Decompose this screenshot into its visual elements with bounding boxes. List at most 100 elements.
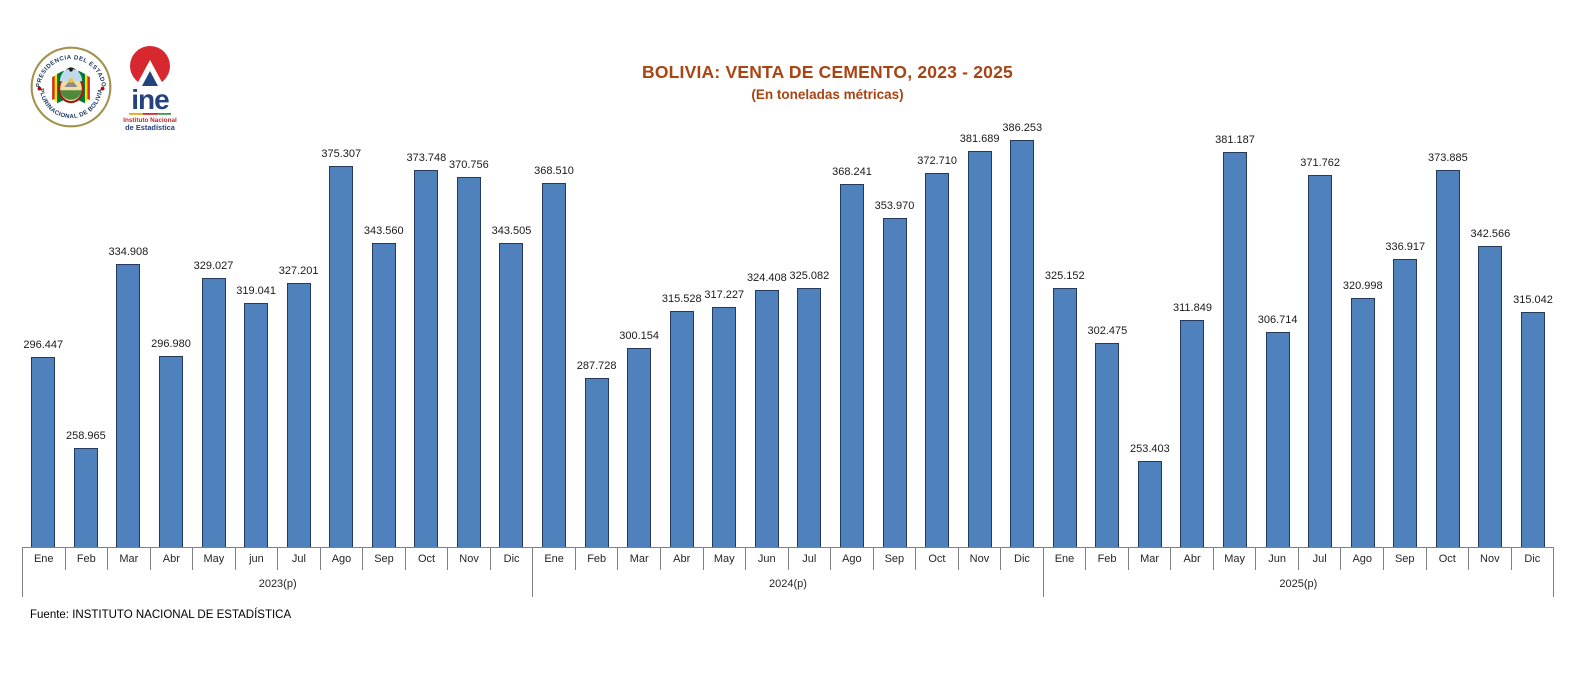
- bar: [371, 243, 396, 547]
- bar-slot: 300.154: [618, 120, 661, 547]
- bar: [329, 166, 354, 547]
- bar-slot: 353.970: [873, 120, 916, 547]
- month-label: Jul: [278, 548, 321, 570]
- bar-value-label: 381.187: [1215, 134, 1255, 146]
- month-label: Oct: [916, 548, 959, 570]
- bar-slot: 373.885: [1427, 120, 1470, 547]
- seal-right-dot: [100, 86, 105, 91]
- bar: [1010, 140, 1035, 547]
- bar: [1137, 461, 1162, 547]
- month-label: Ago: [321, 548, 364, 570]
- month-label: Dic: [491, 548, 534, 570]
- bar: [456, 177, 481, 547]
- bar-slot: 329.027: [192, 120, 235, 547]
- bar-slot: 317.227: [703, 120, 746, 547]
- bar-value-label: 368.241: [832, 166, 872, 178]
- bar: [1350, 298, 1375, 547]
- month-label: Mar: [1129, 548, 1172, 570]
- bar: [1393, 259, 1418, 547]
- month-label: Dic: [1001, 548, 1044, 570]
- bar: [31, 357, 56, 547]
- month-label: Jun: [746, 548, 789, 570]
- bar: [1180, 320, 1205, 547]
- bar-value-label: 306.714: [1257, 314, 1298, 326]
- month-label: Abr: [1171, 548, 1214, 570]
- bar-slot: 302.475: [1086, 120, 1129, 547]
- bar: [584, 378, 609, 547]
- bar: [1435, 170, 1460, 547]
- bar-value-label: 375.307: [321, 148, 362, 160]
- bar-value-label: 324.408: [746, 272, 787, 284]
- bar: [669, 311, 694, 547]
- month-label: Ago: [831, 548, 874, 570]
- month-label: Abr: [151, 548, 194, 570]
- bar-slot: 373.748: [405, 120, 448, 547]
- bar-value-label: 386.253: [1002, 122, 1043, 134]
- month-label: Jul: [1299, 548, 1342, 570]
- bar: [1095, 343, 1120, 547]
- bar-value-label: 325.152: [1044, 270, 1085, 282]
- bar-slot: 386.253: [1001, 120, 1044, 547]
- bar-value-label: 287.728: [576, 360, 617, 372]
- month-label: Nov: [1469, 548, 1512, 570]
- month-label: Ene: [533, 548, 576, 570]
- bar-value-label: 381.689: [959, 133, 1000, 145]
- bar: [542, 183, 567, 547]
- plot-area: 296.447 258.965 334.908 296.980 329.027 319.0…: [22, 120, 1554, 548]
- month-label: Oct: [1427, 548, 1470, 570]
- bar-value-label: 315.528: [661, 293, 702, 305]
- bar: [414, 170, 439, 547]
- ine-tricolor-line: [129, 113, 171, 115]
- bar-slot: 370.756: [448, 120, 491, 547]
- year-axis: 2023(p) 2024(p) 2025(p): [22, 570, 1554, 597]
- ine-line1: Instituto Nacional: [123, 117, 177, 124]
- bar-value-label: 317.227: [704, 289, 745, 301]
- bar-value-label: 311.849: [1172, 302, 1212, 314]
- bar: [839, 184, 864, 547]
- bar: [925, 173, 950, 547]
- bar-value-label: 253.403: [1130, 443, 1170, 455]
- bar: [286, 283, 311, 547]
- bar-value-label: 320.998: [1342, 280, 1383, 292]
- bar-value-label: 327.201: [278, 265, 319, 277]
- bar-slot: 368.510: [533, 120, 576, 547]
- bar-slot: 381.187: [1214, 120, 1257, 547]
- bar-slot: 372.710: [916, 120, 959, 547]
- year-label: 2023(p): [23, 570, 534, 597]
- bar-value-label: 296.980: [151, 338, 191, 350]
- bar-value-label: 315.042: [1513, 294, 1553, 306]
- bar: [882, 218, 907, 547]
- bar-slot: 325.082: [788, 120, 831, 547]
- bar-value-label: 329.027: [193, 260, 234, 272]
- month-label: Ago: [1341, 548, 1384, 570]
- bar: [1223, 152, 1248, 547]
- bar-slot: 258.965: [65, 120, 108, 547]
- bar-value-label: 343.560: [363, 225, 404, 237]
- month-label: Sep: [363, 548, 406, 570]
- bar-slot: 296.447: [22, 120, 65, 547]
- bar-value-label: 343.505: [491, 225, 532, 237]
- bar-value-label: 300.154: [619, 330, 660, 342]
- month-label: Nov: [448, 548, 491, 570]
- source-note: Fuente: INSTITUTO NACIONAL DE ESTADÍSTIC…: [30, 609, 292, 621]
- chart-title: BOLIVIA: VENTA DE CEMENTO, 2023 - 2025: [642, 62, 1013, 82]
- bar: [73, 448, 98, 547]
- bar-value-label: 370.756: [449, 159, 489, 171]
- bar: [201, 278, 226, 547]
- bar: [1520, 312, 1545, 547]
- bar-slot: 371.762: [1299, 120, 1342, 547]
- bar-slot: 343.505: [490, 120, 533, 547]
- bar-value-label: 325.082: [789, 270, 830, 282]
- month-label: Nov: [959, 548, 1002, 570]
- month-label: Feb: [1086, 548, 1129, 570]
- bar-slot: 315.528: [660, 120, 703, 547]
- bar-slot: 336.917: [1384, 120, 1427, 547]
- ine-acronym: ine: [131, 84, 169, 115]
- bar-slot: 287.728: [575, 120, 618, 547]
- month-label: May: [193, 548, 236, 570]
- bar: [1052, 288, 1077, 547]
- bar: [967, 151, 992, 547]
- bar-value-label: 334.908: [108, 246, 149, 258]
- month-label: jun: [236, 548, 279, 570]
- bar: [499, 243, 524, 547]
